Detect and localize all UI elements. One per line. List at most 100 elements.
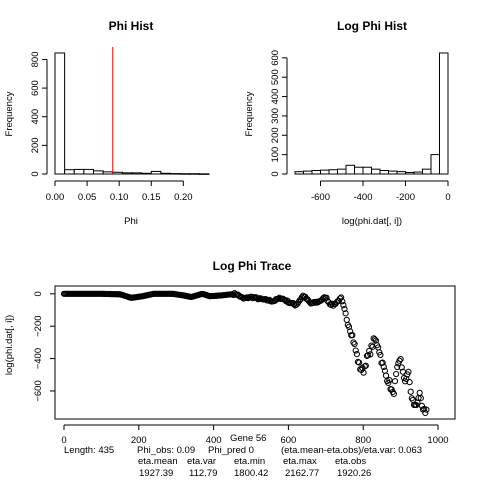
stat-length: Length: 435	[64, 445, 114, 456]
trace-point	[342, 310, 349, 317]
log-phi-hist-x-tick-label: -400	[353, 192, 372, 203]
log-phi-hist-y-tick-label: 400	[270, 89, 281, 105]
log-phi-hist-x-tick-label: -200	[396, 192, 415, 203]
trace-point	[394, 363, 401, 371]
trace-point	[362, 362, 369, 369]
trace-x-tick-label: 400	[206, 435, 222, 446]
log-phi-hist-bar	[439, 52, 449, 175]
trace-point	[321, 294, 328, 301]
phi-hist-y-tick-label: 800	[30, 52, 41, 68]
stat-eta-obs: 1920.26	[337, 468, 371, 479]
trace-point	[355, 359, 363, 366]
trace-x-tick-label: 0	[61, 435, 66, 446]
log-phi-hist-bar	[388, 170, 398, 175]
phi-hist-bar	[160, 172, 171, 175]
log-phi-hist-bar	[362, 166, 372, 175]
stat-eta-max: 2162.77	[285, 468, 319, 479]
trace-point	[385, 379, 392, 387]
log-phi-hist-bar	[422, 168, 432, 175]
trace-point	[350, 339, 357, 346]
phi-hist-x-axis: 0.00 0.05 0.10 0.15 0.20	[46, 180, 193, 203]
trace-point	[340, 302, 347, 309]
phi-hist-x-tick-label: 0.15	[142, 192, 161, 203]
trace-point	[379, 359, 386, 366]
trace-point	[343, 316, 350, 323]
log-phi-hist-bar	[311, 170, 321, 175]
trace-point	[367, 351, 374, 358]
log-phi-hist-y-tick-label: 100	[270, 147, 281, 163]
phi-hist-bars	[54, 52, 210, 175]
trace-x-tick-label: 1000	[427, 435, 448, 446]
phi-hist-y-tick-label: 200	[30, 137, 41, 153]
phi-hist-bar	[93, 170, 104, 175]
phi-hist-title: Phi Hist	[109, 19, 154, 33]
stat-eta-min: 1800.42	[234, 468, 268, 479]
stat-eta-mean-label: eta.mean	[138, 456, 178, 467]
trace-point	[391, 378, 399, 385]
trace-point	[422, 409, 429, 417]
phi-hist-bar	[83, 168, 94, 175]
log-phi-hist-bar	[294, 171, 304, 175]
trace-point	[275, 295, 282, 302]
stat-phi-pred: Phi_pred 0	[208, 445, 254, 456]
trace-point	[407, 388, 414, 395]
phi-hist-ylabel: Frequency	[4, 91, 15, 136]
stat-phi-obs: Phi_obs: 0.09	[137, 445, 195, 456]
trace-x-tick-label: 200	[131, 435, 147, 446]
trace-point	[351, 340, 358, 348]
log-phi-hist-x-tick-label: -600	[311, 192, 330, 203]
trace-point	[349, 332, 356, 339]
trace-x-tick-label: 600	[280, 435, 296, 446]
phi-hist-bar	[73, 168, 85, 175]
trace-point	[390, 390, 397, 398]
phi-hist-y-axis: 0 200 400 600 800	[30, 52, 48, 177]
trace-point	[341, 305, 348, 313]
trace-plot-box	[54, 285, 456, 420]
stat-eta-var-label: eta.var	[187, 456, 216, 467]
trace-point	[396, 357, 403, 364]
phi-hist-xlabel: Phi	[124, 216, 138, 227]
phi-hist-bar	[141, 172, 152, 175]
trace-point	[339, 298, 346, 305]
log-phi-hist-xlabel: log(phi.dat[, i])	[342, 216, 402, 227]
stat-gene: Gene 56	[230, 433, 266, 444]
phi-hist-x-tick-label: 0.20	[174, 192, 193, 203]
phi-hist-bar	[198, 173, 210, 175]
log-phi-hist-y-axis: 0 100 200 300 400 500 600	[270, 50, 288, 177]
trace-point	[366, 347, 373, 355]
trace-stats: Length: 435 Phi_obs: 0.09 Gene 56 Phi_pr…	[64, 433, 422, 479]
phi-hist-bar	[64, 169, 75, 175]
trace-point	[360, 369, 367, 376]
phi-hist-bar	[112, 171, 123, 175]
phi-hist-y-tick-label: 600	[30, 80, 41, 96]
log-phi-hist-bar	[345, 164, 355, 175]
stat-ratio: (eta.mean-eta.obs)/eta.var: 0.063	[281, 445, 422, 456]
log-phi-hist-bar	[354, 166, 364, 175]
trace-point	[371, 336, 378, 343]
trace-x-axis: 0 200 400 600 800 1000	[61, 424, 449, 446]
trace-ylabel: log(phi.dat[, i])	[4, 315, 15, 375]
log-phi-hist-bar	[413, 171, 423, 175]
trace-point	[361, 363, 368, 370]
log-phi-hist-ylabel: Frequency	[244, 91, 255, 136]
trace-point	[417, 395, 424, 402]
log-phi-hist-bar	[303, 170, 313, 175]
stat-eta-var: 112.79	[189, 468, 217, 479]
phi-hist-bar	[170, 173, 181, 175]
trace-point	[398, 364, 405, 371]
log-phi-trace-title: Log Phi Trace	[213, 259, 292, 273]
trace-point	[406, 379, 413, 386]
log-phi-hist-y-tick-label: 300	[270, 108, 281, 124]
trace-point	[352, 347, 359, 354]
log-phi-hist-bar	[396, 171, 406, 175]
trace-y-tick-label: −200	[33, 315, 44, 336]
trace-x-tick-label: 800	[355, 435, 371, 446]
log-phi-hist-bar	[328, 169, 338, 175]
phi-hist-x-tick-label: 0.10	[110, 192, 129, 203]
log-phi-hist-bar	[320, 169, 330, 175]
log-phi-hist-y-tick-label: 600	[270, 50, 281, 66]
trace-point	[423, 406, 430, 413]
log-phi-hist-y-tick-label: 200	[270, 127, 281, 143]
trace-point	[249, 295, 256, 302]
